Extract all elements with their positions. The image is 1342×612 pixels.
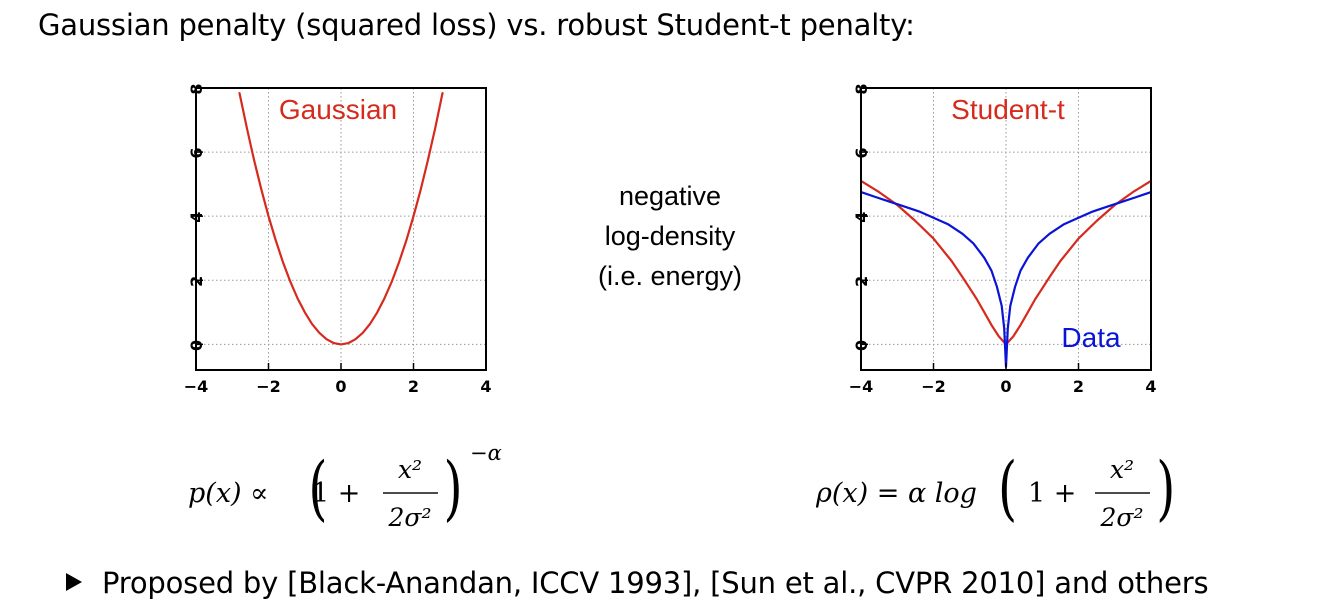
data-legend-label: Data: [1061, 322, 1121, 353]
penalty-numerator: x²: [1110, 455, 1134, 484]
gaussian-plot-svg: −4 −2 0 2 4 0 2 4 6 8 Gaussian: [184, 83, 492, 396]
student-t-density-formula: p(x) ∝ ( 1 + x² 2σ² ) −α: [188, 438, 518, 538]
student-t-ytick-label: 8: [852, 83, 871, 94]
gaussian-xtick-label: 0: [335, 377, 346, 396]
density-exponent: −α: [470, 441, 502, 465]
student-t-ytick-label: 0: [852, 340, 871, 351]
student-t-plot: −4 −2 0 2 4 0 2 4 6 8 Student-t Data: [849, 76, 1157, 406]
student-t-plot-svg: −4 −2 0 2 4 0 2 4 6 8 Student-t Data: [849, 83, 1157, 396]
middle-caption-line-3: (i.e. energy): [597, 261, 743, 291]
penalty-formula-svg: ρ(x) = α log ( 1 + x² 2σ² ): [815, 448, 1175, 532]
gaussian-series-layer: [238, 92, 444, 346]
gaussian-ytick-label: 6: [187, 148, 206, 159]
gaussian-plot: −4 −2 0 2 4 0 2 4 6 8 Gaussian: [184, 76, 492, 406]
density-formula-svg: p(x) ∝ ( 1 + x² 2σ² ) −α: [188, 441, 502, 532]
penalty-denominator: 2σ²: [1100, 503, 1144, 532]
student-t-legend-label: Student-t: [951, 94, 1065, 125]
bullet-text: Proposed by [Black-Anandan, ICCV 1993], …: [102, 566, 1209, 600]
gaussian-ytick-label: 8: [187, 83, 206, 94]
density-open-paren: (: [308, 448, 327, 529]
penalty-close-paren: ): [1156, 448, 1175, 529]
bullet-point: Proposed by [Black-Anandan, ICCV 1993], …: [66, 566, 1209, 600]
gaussian-xtick-label: 2: [408, 377, 419, 396]
penalty-one-plus: 1 +: [1028, 478, 1076, 509]
gaussian-ytick-label: 2: [187, 276, 206, 287]
student-t-xtick-label: 0: [1000, 377, 1011, 396]
penalty-lhs: ρ(x) = α log: [816, 478, 977, 509]
density-denominator: 2σ²: [388, 503, 432, 532]
density-close-paren: ): [444, 448, 463, 529]
gaussian-xtick-label: 4: [480, 377, 491, 396]
density-lhs: p(x) ∝: [188, 478, 268, 509]
gaussian-series-gaussian-line: [238, 92, 444, 346]
student-t-penalty-formula: ρ(x) = α log ( 1 + x² 2σ² ): [815, 438, 1176, 538]
student-t-ytick-label: 6: [852, 148, 871, 159]
gaussian-xtick-label: −4: [184, 377, 209, 396]
middle-caption-line-1: negative: [618, 181, 722, 211]
penalty-open-paren: (: [998, 448, 1017, 529]
gaussian-ytick-label: 0: [187, 340, 206, 351]
student-t-ytick-label: 2: [852, 276, 871, 287]
bullet-triangle-icon: [66, 573, 82, 591]
density-one-plus: 1 +: [312, 478, 360, 509]
gaussian-ytick-label: 4: [187, 212, 206, 223]
student-t-xtick-label: 2: [1073, 377, 1084, 396]
gaussian-xtick-label: −2: [256, 377, 281, 396]
slide-heading: Gaussian penalty (squared loss) vs. robu…: [38, 8, 915, 42]
middle-caption: negative log-density (i.e. energy): [560, 176, 780, 296]
student-t-xtick-label: 4: [1145, 377, 1156, 396]
student-t-xtick-label: −2: [921, 377, 946, 396]
student-t-ytick-label: 4: [852, 212, 871, 223]
gaussian-grid: [196, 88, 486, 370]
middle-caption-line-2: log-density: [604, 221, 736, 251]
gaussian-ticks: −4 −2 0 2 4 0 2 4 6 8: [184, 83, 492, 396]
gaussian-legend-label: Gaussian: [279, 94, 397, 125]
student-t-ticks: −4 −2 0 2 4 0 2 4 6 8: [849, 83, 1157, 396]
student-t-xtick-label: −4: [849, 377, 874, 396]
density-numerator: x²: [398, 455, 422, 484]
